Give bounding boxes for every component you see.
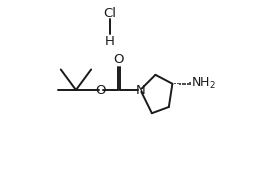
Text: Cl: Cl bbox=[103, 7, 116, 20]
Text: N: N bbox=[135, 84, 145, 97]
Text: NH$_2$: NH$_2$ bbox=[191, 76, 216, 91]
Text: H: H bbox=[105, 35, 115, 48]
Text: O: O bbox=[114, 53, 124, 66]
Text: O: O bbox=[96, 84, 106, 96]
